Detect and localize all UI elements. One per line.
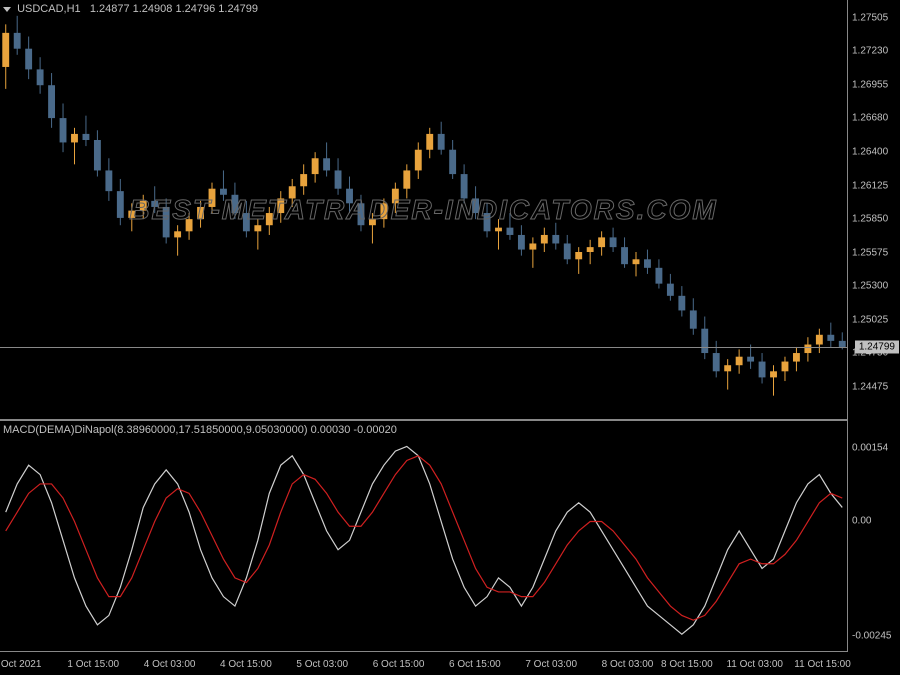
x-tick-label: 11 Oct 03:00 (726, 659, 783, 670)
y-tick-label: 1.25025 (852, 314, 888, 325)
time-x-axis: 1 Oct 2021 1 Oct 15:00 4 Oct 03:00 4 Oct 15… (0, 652, 848, 674)
dropdown-icon (3, 7, 11, 12)
y-tick-label: 1.26680 (852, 113, 888, 124)
x-tick-label: 5 Oct 03:00 (296, 659, 348, 670)
symbol-ohlc-label: USDCAD,H1 1.24877 1.24908 1.24796 1.2479… (3, 3, 258, 15)
y-tick-label: 0.00 (852, 515, 871, 526)
current-price-line (0, 347, 847, 348)
y-tick-label: 1.25575 (852, 247, 888, 258)
x-tick-label: 1 Oct 2021 (0, 659, 41, 670)
main-price-chart[interactable]: USDCAD,H1 1.24877 1.24908 1.24796 1.2479… (0, 0, 848, 420)
y-tick-label: 1.25850 (852, 214, 888, 225)
x-tick-label: 6 Oct 15:00 (449, 659, 501, 670)
y-tick-label: 1.27505 (852, 12, 888, 23)
y-tick-label: 1.26400 (852, 147, 888, 158)
x-tick-label: 6 Oct 15:00 (373, 659, 425, 670)
x-tick-label: 1 Oct 15:00 (67, 659, 119, 670)
symbol-name: USDCAD,H1 (17, 3, 81, 15)
y-tick-label: -0.00245 (852, 630, 891, 641)
x-tick-label: 7 Oct 03:00 (525, 659, 577, 670)
x-tick-label: 4 Oct 03:00 (144, 659, 196, 670)
y-tick-label: 1.26955 (852, 79, 888, 90)
macd-canvas (0, 421, 848, 653)
y-tick-label: 1.24475 (852, 381, 888, 392)
current-price-badge: 1.24799 (855, 341, 899, 354)
indicator-title: MACD(DEMA)DiNapol(8.38960000,17.51850000… (3, 424, 397, 436)
ohlc-values: 1.24877 1.24908 1.24796 1.24799 (90, 3, 258, 15)
y-tick-label: 0.00154 (852, 443, 888, 454)
y-tick-label: 1.27230 (852, 46, 888, 57)
sub-y-axis: -0.00245 0.00 0.00154 (848, 420, 900, 652)
x-tick-label: 8 Oct 15:00 (661, 659, 713, 670)
y-tick-label: 1.26125 (852, 180, 888, 191)
candlestick-canvas (0, 0, 848, 420)
x-tick-label: 4 Oct 15:00 (220, 659, 272, 670)
y-tick-label: 1.25300 (852, 281, 888, 292)
main-y-axis: 1.244751.247501.250251.253001.255751.258… (848, 0, 900, 420)
x-tick-label: 8 Oct 03:00 (602, 659, 654, 670)
x-tick-label: 11 Oct 15:00 (794, 659, 851, 670)
macd-indicator-chart[interactable]: MACD(DEMA)DiNapol(8.38960000,17.51850000… (0, 420, 848, 652)
